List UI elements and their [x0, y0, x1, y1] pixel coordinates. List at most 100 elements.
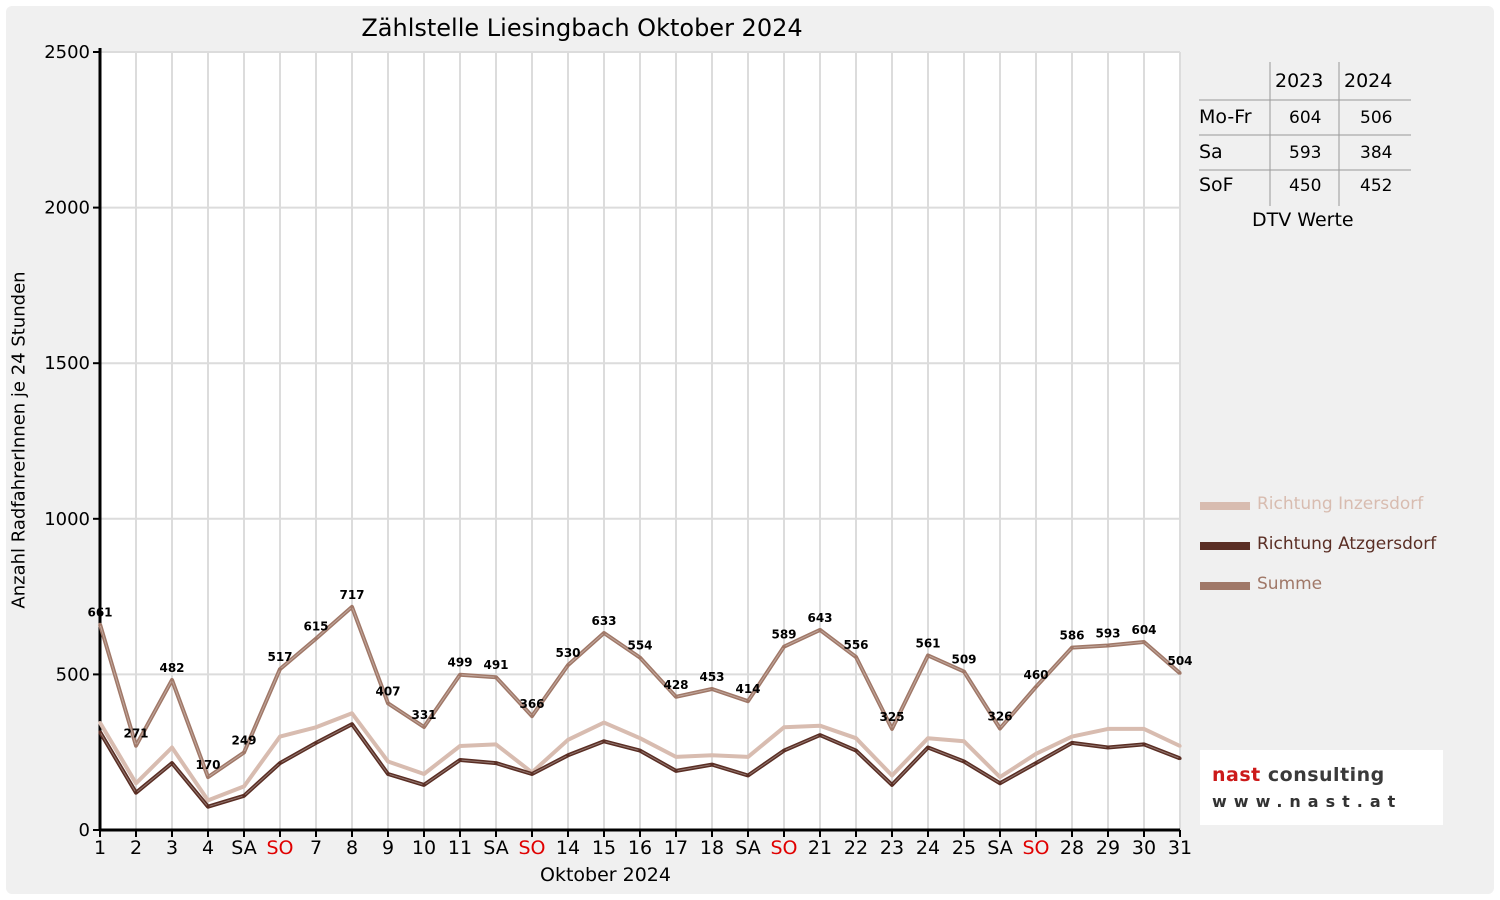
y-tick-label: 1000 [44, 509, 90, 530]
data-point [350, 722, 354, 726]
data-point [746, 773, 750, 778]
dtv-value: 604 [1289, 108, 1322, 128]
data-point [638, 655, 642, 660]
legend-swatch [1200, 542, 1250, 550]
data-point [926, 736, 930, 740]
data-label: 504 [1167, 654, 1192, 668]
data-point [998, 781, 1002, 785]
data-point [494, 761, 498, 765]
x-tick-label: SO [266, 837, 293, 859]
x-tick-label: 18 [700, 837, 724, 859]
data-label: 615 [303, 620, 328, 634]
data-point [278, 667, 282, 671]
data-point [926, 653, 930, 658]
chart-title: Zählstelle Liesingbach Oktober 2024 [361, 14, 803, 42]
data-label: 326 [987, 710, 1012, 724]
data-point [386, 701, 390, 705]
data-point [674, 769, 678, 773]
x-tick-label: 24 [916, 837, 940, 859]
data-label: 561 [915, 636, 940, 650]
data-point [1070, 741, 1074, 745]
data-point [818, 724, 822, 728]
x-tick-label: 21 [808, 837, 832, 859]
x-tick-label: 3 [166, 837, 178, 859]
dtv-value: 593 [1289, 143, 1322, 163]
data-point [1142, 727, 1146, 731]
x-tick-label: 28 [1060, 837, 1084, 859]
data-point [782, 645, 786, 649]
logo-url: www.nast.at [1212, 792, 1403, 811]
data-point [350, 605, 354, 609]
data-point [602, 721, 606, 725]
data-label: 482 [159, 661, 184, 675]
dtv-row-label: Sa [1199, 141, 1223, 163]
data-point [134, 791, 138, 795]
legend-swatch [1200, 582, 1250, 590]
x-tick-label: SO [518, 837, 545, 859]
data-label: 499 [447, 656, 472, 670]
data-label: 530 [555, 646, 580, 660]
data-point [1178, 671, 1182, 675]
x-tick-label: 30 [1132, 837, 1156, 859]
dtv-table: 2023 2024 Mo-Fr 604 506 Sa 593 384 SoF 4… [1199, 62, 1415, 212]
data-point [566, 738, 570, 742]
data-point [1070, 646, 1074, 650]
data-label: 556 [843, 638, 868, 652]
data-point [998, 775, 1002, 779]
logo-word-consulting: consulting [1267, 764, 1385, 786]
x-tick-label: 11 [448, 837, 472, 859]
dtv-row-label: SoF [1199, 174, 1234, 196]
y-axis-label: Anzahl RadfahrerInnen je 24 Stunden [8, 271, 30, 609]
data-point [962, 739, 966, 743]
data-point [386, 759, 390, 764]
nast-consulting-logo: nast consulting www.nast.at [1200, 750, 1443, 825]
data-point [926, 745, 930, 750]
data-point [1034, 685, 1038, 689]
data-point [674, 755, 678, 759]
data-point [278, 761, 282, 765]
x-tick-label: 25 [952, 837, 976, 859]
data-point [782, 749, 786, 753]
data-point [386, 772, 390, 776]
x-tick-label: SA [231, 837, 256, 859]
data-label: 604 [1131, 623, 1156, 637]
data-point [566, 663, 570, 667]
data-label: 271 [123, 727, 148, 741]
data-point [1178, 744, 1182, 748]
dtv-row-label: Mo-Fr [1199, 106, 1252, 128]
data-point [782, 725, 786, 729]
dtv-value: 384 [1360, 143, 1393, 163]
data-point [314, 637, 318, 641]
data-point [530, 772, 534, 776]
data-point [170, 761, 174, 765]
data-point [98, 721, 102, 725]
x-tick-label: 16 [628, 837, 652, 859]
dtv-value: 450 [1289, 176, 1322, 196]
data-label: 509 [951, 653, 976, 667]
data-point [278, 735, 282, 739]
dtv-value: 452 [1360, 176, 1393, 196]
data-point [494, 742, 498, 747]
dtv-caption: DTV Werte [1252, 209, 1354, 231]
legend-label: Richtung Inzersdorf [1257, 494, 1424, 514]
data-point [710, 763, 714, 767]
data-point [242, 794, 246, 798]
data-point [854, 749, 858, 753]
x-tick-label: 15 [592, 837, 616, 859]
x-tick-label: SO [770, 837, 797, 859]
data-label: 460 [1023, 668, 1048, 682]
data-label: 407 [375, 684, 400, 698]
x-tick-label: 8 [346, 837, 358, 859]
data-point [530, 714, 534, 718]
data-point [854, 736, 858, 740]
data-point [314, 725, 318, 729]
data-point [458, 758, 462, 762]
x-tick-label: 31 [1168, 837, 1192, 859]
y-tick-label: 2000 [44, 198, 90, 219]
data-label: 366 [519, 697, 544, 711]
data-point [566, 753, 570, 757]
data-point [1142, 640, 1146, 644]
data-point [962, 669, 966, 674]
x-tick-label: 22 [844, 837, 868, 859]
data-point [1070, 735, 1074, 739]
